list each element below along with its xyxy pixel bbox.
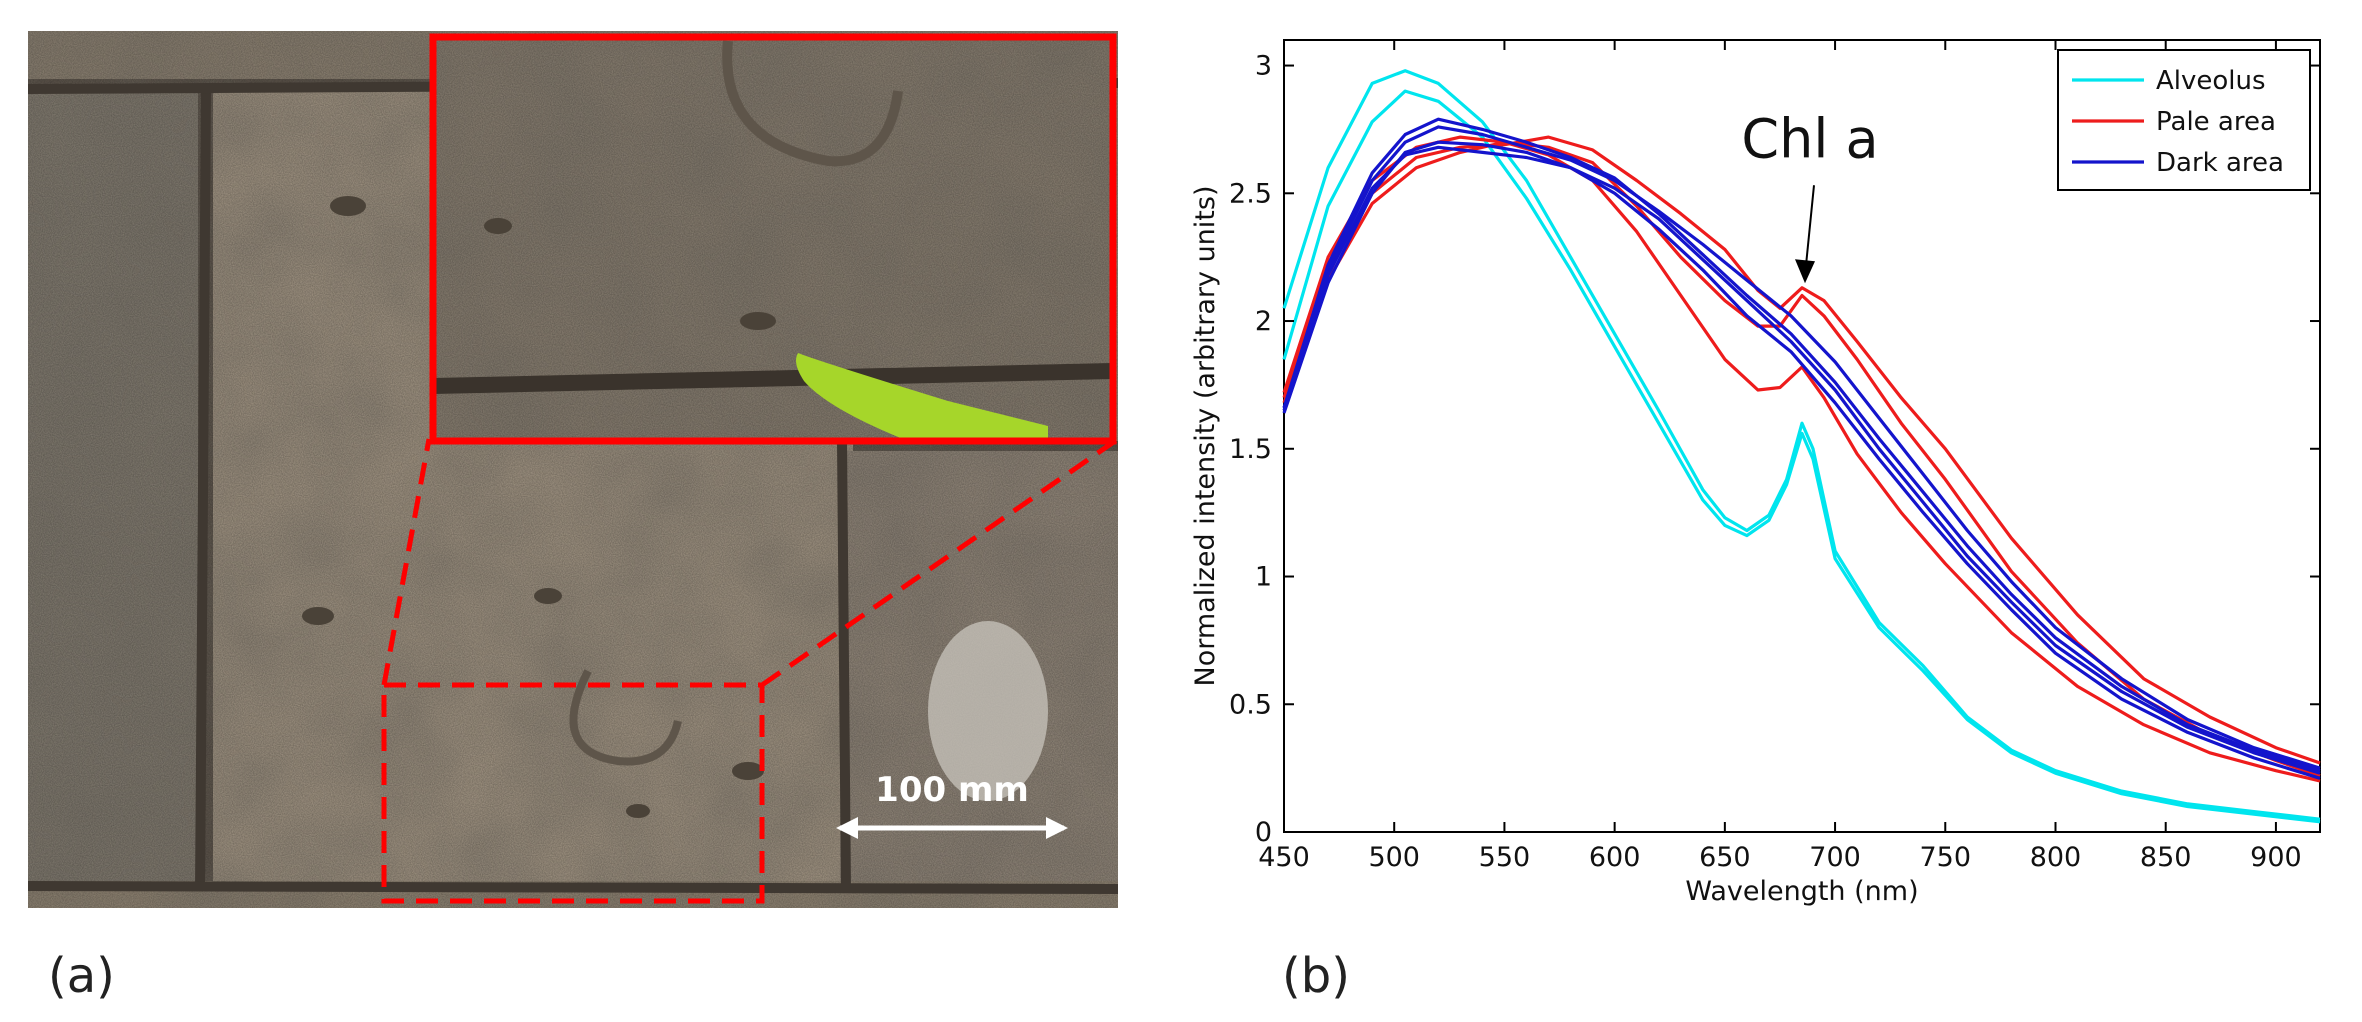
y-tick-label: 1 [1255, 562, 1272, 593]
pale-area-patch [928, 621, 1048, 801]
x-tick-label: 450 [1258, 842, 1310, 873]
annotation-arrow-shaft [1805, 185, 1815, 266]
connector-line-left [381, 438, 432, 686]
annotation-arrow-head [1795, 259, 1815, 284]
y-tick-label: 3 [1255, 51, 1272, 82]
scale-bar: 100 mm [836, 770, 1068, 839]
series-line-dark-area-5 [1282, 125, 2321, 770]
x-axis-title: Wavelength (nm) [1685, 876, 1918, 907]
y-axis-title: Normalized intensity (arbitrary units) [1190, 186, 1221, 687]
chl-a-annotation: Chl a [1741, 107, 1879, 284]
y-tick-label: 0 [1255, 817, 1272, 848]
y-tick-label: 2.5 [1229, 178, 1272, 209]
series-line-dark-area-7 [1282, 117, 2321, 773]
x-tick-label: 500 [1368, 842, 1420, 873]
series-line-dark-area-6 [1282, 140, 2321, 775]
legend-label-dark-area: Dark area [2156, 148, 2284, 178]
x-tick-label: 800 [2030, 842, 2082, 873]
x-tick-label: 850 [2140, 842, 2192, 873]
x-tick-label: 900 [2250, 842, 2302, 873]
series-layer [1282, 69, 2321, 824]
y-tick-label: 0.5 [1229, 689, 1272, 720]
y-tick-label: 2 [1255, 306, 1272, 337]
connector-line-right [760, 436, 1118, 688]
scale-bar-label: 100 mm [875, 770, 1029, 810]
x-tick-label: 650 [1699, 842, 1751, 873]
legend-label-pale-area: Pale area [2156, 107, 2276, 137]
x-tick-label: 700 [1809, 842, 1861, 873]
inset-border [429, 33, 1117, 445]
zoom-inset [429, 33, 1117, 445]
x-tick-label: 600 [1589, 842, 1641, 873]
legend: Alveolus Pale area Dark area [2057, 49, 2311, 191]
selection-box [381, 682, 765, 904]
stone-wall-photo: 100 mm [28, 31, 1118, 908]
x-tick-label: 550 [1479, 842, 1531, 873]
pointer-tip [796, 353, 1048, 441]
photo-illustration: 100 mm [28, 31, 1118, 908]
carved-mark [569, 669, 682, 766]
series-line-alveolus-1 [1282, 89, 2321, 824]
spectra-chart: 450 500 550 600 650 700 750 800 850 900 0 0.5 1 1.5 2 2… [1190, 39, 2321, 907]
legend-label-alveolus: Alveolus [2156, 66, 2266, 96]
tick-layer: 450 500 550 600 650 700 750 800 850 900 0 0.5 1 1.5 2 2… [1229, 40, 2320, 873]
series-line-dark-area-8 [1282, 145, 2321, 780]
x-tick-label: 750 [1920, 842, 1972, 873]
annotation-label: Chl a [1741, 107, 1878, 170]
panel-b-label: (b) [1282, 948, 1350, 1004]
series-line-alveolus-0 [1282, 69, 2321, 821]
panel-a-label: (a) [48, 948, 115, 1004]
y-tick-label: 1.5 [1229, 434, 1272, 465]
series-line-pale-area-4 [1282, 135, 2321, 783]
